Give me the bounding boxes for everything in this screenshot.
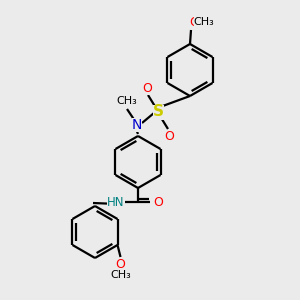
Text: S: S: [152, 104, 164, 119]
Text: O: O: [116, 259, 125, 272]
Text: CH₃: CH₃: [194, 17, 214, 27]
Text: CH₃: CH₃: [110, 270, 131, 280]
Text: O: O: [189, 16, 199, 28]
Text: N: N: [132, 118, 142, 132]
Text: O: O: [164, 130, 174, 142]
Text: HN: HN: [107, 196, 125, 208]
Text: O: O: [142, 82, 152, 94]
Text: O: O: [153, 196, 163, 208]
Text: CH₃: CH₃: [117, 96, 137, 106]
